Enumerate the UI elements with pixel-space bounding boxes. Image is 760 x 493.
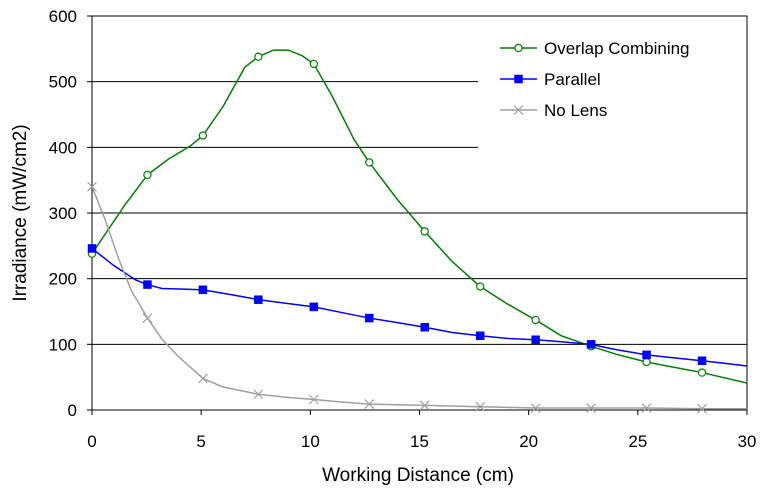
legend: Overlap Combining Parallel No Lens bbox=[478, 30, 740, 155]
no-lens-point bbox=[87, 181, 97, 192]
overlap-combining-point bbox=[697, 368, 707, 377]
legend-label: Parallel bbox=[544, 70, 601, 89]
marker-stroke bbox=[364, 399, 375, 410]
no-lens-point bbox=[197, 373, 208, 384]
legend-marker bbox=[514, 43, 523, 53]
x-axis-title: Working Distance (cm) bbox=[322, 465, 514, 486]
parallel-point bbox=[143, 280, 152, 289]
x-tick-label: 30 bbox=[738, 432, 757, 451]
y-tick-label: 500 bbox=[49, 73, 77, 92]
no-lens-point bbox=[586, 403, 597, 413]
legend-label: Overlap Combining bbox=[544, 39, 690, 58]
parallel-point bbox=[254, 295, 263, 304]
no-lens-point bbox=[308, 394, 319, 405]
marker-stroke bbox=[697, 403, 707, 414]
legend-marker bbox=[513, 105, 524, 115]
parallel-point bbox=[586, 340, 596, 349]
no-lens-point bbox=[142, 313, 153, 323]
x-tick-label: 0 bbox=[87, 432, 96, 451]
marker-stroke bbox=[253, 389, 264, 400]
overlap-combining-series bbox=[87, 49, 748, 384]
overlap-combining-point bbox=[365, 158, 374, 167]
legend-label: No Lens bbox=[544, 101, 607, 120]
no-lens-point bbox=[530, 403, 541, 413]
y-axis-title: Irradiance (mW/cm2) bbox=[10, 124, 31, 301]
parallel-point bbox=[365, 313, 374, 323]
marker-stroke bbox=[419, 400, 430, 411]
x-tick-label: 10 bbox=[301, 432, 320, 451]
y-axis: 0 100 200 300 400 500 600 bbox=[49, 7, 92, 420]
y-tick-label: 0 bbox=[68, 401, 77, 420]
y-tick-label: 300 bbox=[49, 204, 77, 223]
parallel-point bbox=[475, 331, 485, 341]
gridlines bbox=[92, 81, 747, 345]
marker-stroke bbox=[586, 403, 597, 413]
marker-stroke bbox=[641, 403, 652, 413]
parallel-line bbox=[91, 247, 748, 367]
no-lens-point bbox=[419, 400, 430, 411]
overlap-combining-point bbox=[642, 357, 651, 367]
marker-stroke bbox=[308, 394, 319, 405]
x-axis: 0 5 10 15 20 25 30 bbox=[87, 410, 756, 451]
legend-item-parallel: Parallel bbox=[500, 70, 601, 89]
parallel-point bbox=[531, 335, 540, 344]
no-lens-point bbox=[641, 403, 652, 413]
x-tick-label: 15 bbox=[410, 432, 429, 451]
marker-stroke bbox=[513, 105, 524, 115]
parallel-point bbox=[420, 323, 429, 332]
marker-stroke bbox=[87, 181, 97, 192]
y-tick-label: 100 bbox=[49, 335, 77, 354]
overlap-combining-point bbox=[143, 170, 152, 180]
legend-marker bbox=[514, 74, 523, 84]
y-tick-label: 200 bbox=[49, 270, 77, 289]
y-tick-label: 600 bbox=[49, 7, 77, 26]
overlap-combining-point bbox=[254, 52, 263, 61]
overlap-combining-point bbox=[420, 227, 429, 236]
no-lens-point bbox=[364, 399, 375, 410]
no-lens-line bbox=[91, 186, 747, 410]
overlap-combining-point bbox=[531, 315, 540, 325]
x-tick-label: 20 bbox=[519, 432, 538, 451]
y-tick-label: 400 bbox=[49, 138, 77, 157]
overlap-combining-line bbox=[91, 49, 748, 384]
parallel-point bbox=[87, 244, 97, 253]
x-tick-label: 25 bbox=[628, 432, 647, 451]
parallel-point bbox=[697, 356, 707, 365]
overlap-combining-point bbox=[198, 131, 208, 140]
parallel-series bbox=[87, 244, 748, 367]
legend-background bbox=[478, 30, 740, 155]
x-tick-label: 5 bbox=[196, 432, 205, 451]
marker-stroke bbox=[530, 403, 541, 413]
overlap-combining-point bbox=[475, 282, 485, 291]
no-lens-point bbox=[475, 401, 486, 412]
marker-stroke bbox=[475, 401, 486, 412]
marker-stroke bbox=[197, 373, 208, 384]
legend-item-no-lens: No Lens bbox=[500, 101, 607, 120]
parallel-point bbox=[198, 285, 208, 295]
no-lens-point bbox=[697, 403, 707, 414]
marker-stroke bbox=[142, 313, 153, 323]
series-layer bbox=[87, 49, 748, 414]
parallel-point bbox=[309, 302, 319, 312]
no-lens-series bbox=[87, 181, 747, 414]
no-lens-point bbox=[253, 389, 264, 400]
parallel-point bbox=[642, 350, 651, 360]
legend-item-overlap-combining: Overlap Combining bbox=[500, 39, 690, 58]
overlap-combining-point bbox=[309, 59, 319, 69]
